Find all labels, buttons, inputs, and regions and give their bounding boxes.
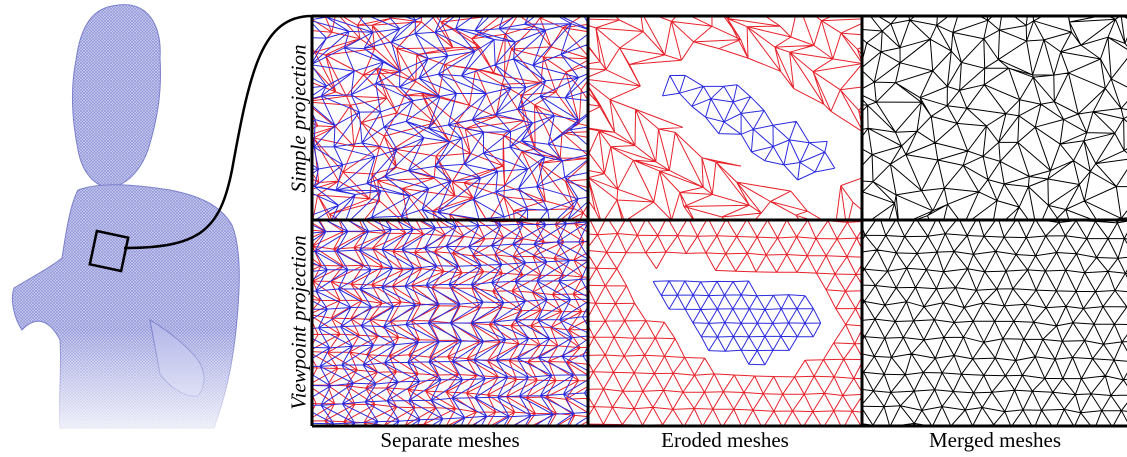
column-label-eroded: Eroded meshes xyxy=(661,428,789,452)
mesh-red xyxy=(588,220,862,426)
mesh-blue xyxy=(662,74,836,181)
statue-point-cloud xyxy=(0,0,313,440)
row-label-simple: Simple projection xyxy=(286,44,311,193)
mesh-red xyxy=(588,16,862,220)
mesh-black xyxy=(862,220,1127,426)
mesh-blue xyxy=(312,16,588,220)
panel-viewpoint-merged xyxy=(862,220,1127,426)
row-label-viewpoint: Viewpoint projection xyxy=(286,235,311,410)
mesh-blue xyxy=(312,220,588,426)
column-label-merged: Merged meshes xyxy=(929,428,1061,452)
panel-grid-frame xyxy=(310,14,1127,428)
zoom-box xyxy=(88,229,130,273)
mesh-black xyxy=(862,16,1127,220)
panel-simple-separate xyxy=(312,16,588,220)
panel-viewpoint-eroded xyxy=(588,220,862,426)
panel-simple-merged xyxy=(862,16,1127,220)
panel-simple-eroded xyxy=(588,16,862,220)
zoom-connector-curve xyxy=(123,14,313,250)
mesh-blue xyxy=(652,280,822,366)
panel-viewpoint-separate xyxy=(312,220,588,426)
column-label-separate: Separate meshes xyxy=(380,428,520,452)
